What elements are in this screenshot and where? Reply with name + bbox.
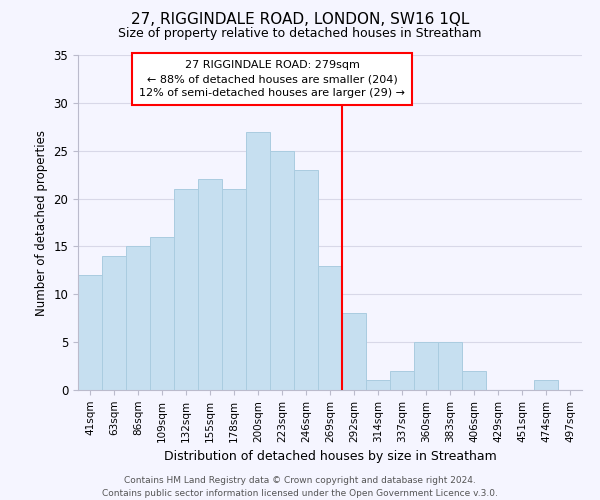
Bar	[318, 266, 342, 390]
Bar	[174, 189, 198, 390]
Y-axis label: Number of detached properties: Number of detached properties	[35, 130, 48, 316]
Bar	[126, 246, 150, 390]
Bar	[102, 256, 126, 390]
Bar	[534, 380, 558, 390]
Bar	[198, 180, 222, 390]
Text: Contains HM Land Registry data © Crown copyright and database right 2024.
Contai: Contains HM Land Registry data © Crown c…	[102, 476, 498, 498]
Bar	[342, 314, 366, 390]
Bar	[462, 371, 486, 390]
Bar	[222, 189, 246, 390]
Text: 27 RIGGINDALE ROAD: 279sqm
← 88% of detached houses are smaller (204)
12% of sem: 27 RIGGINDALE ROAD: 279sqm ← 88% of deta…	[139, 60, 405, 98]
Bar	[150, 237, 174, 390]
Bar	[438, 342, 462, 390]
Text: Size of property relative to detached houses in Streatham: Size of property relative to detached ho…	[118, 28, 482, 40]
Bar	[294, 170, 318, 390]
Bar	[246, 132, 270, 390]
Text: 27, RIGGINDALE ROAD, LONDON, SW16 1QL: 27, RIGGINDALE ROAD, LONDON, SW16 1QL	[131, 12, 469, 28]
Bar	[270, 150, 294, 390]
X-axis label: Distribution of detached houses by size in Streatham: Distribution of detached houses by size …	[164, 450, 496, 463]
Bar	[390, 371, 414, 390]
Bar	[414, 342, 438, 390]
Bar	[78, 275, 102, 390]
Bar	[366, 380, 390, 390]
